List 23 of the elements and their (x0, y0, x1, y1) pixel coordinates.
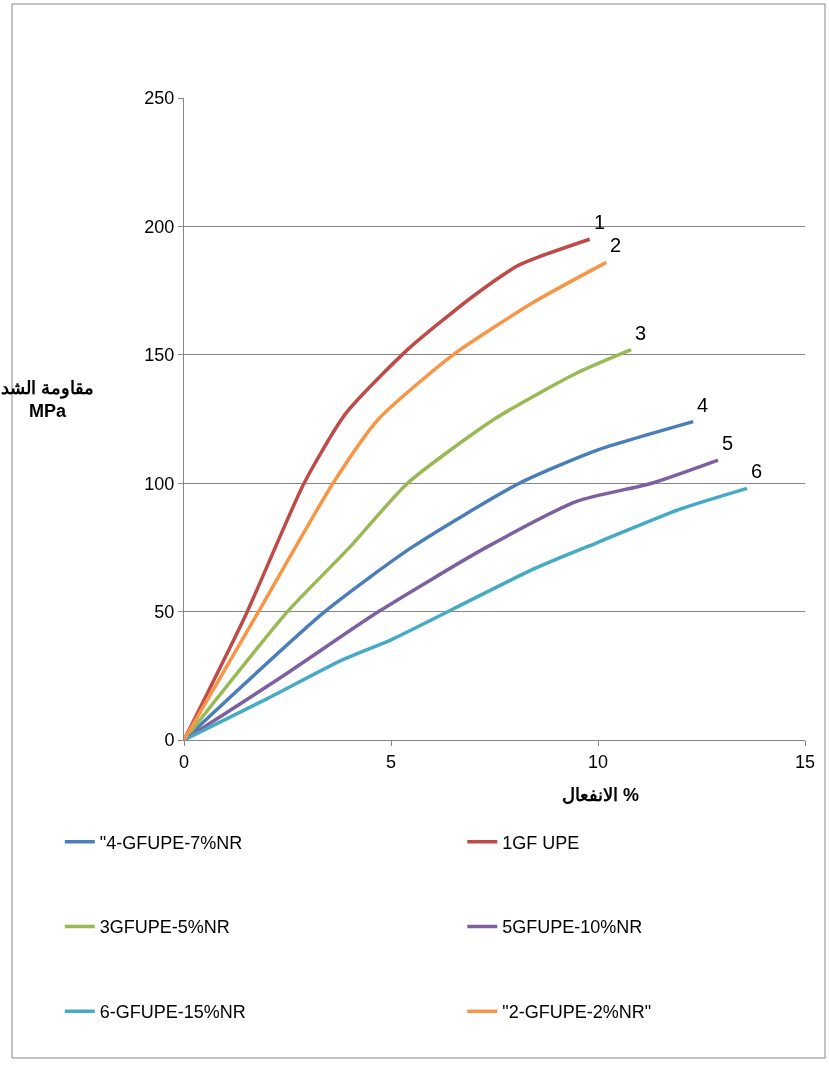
legend-label: 5GFUPE-10%NR (502, 917, 643, 938)
y-tick-label: 150 (144, 345, 175, 366)
x-axis-title: الانفعال % (562, 785, 640, 805)
annotation: 4 (697, 394, 709, 416)
legend-label: "2-GFUPE-2%NR" (502, 1002, 652, 1023)
legend-label: 6-GFUPE-15%NR (99, 1002, 246, 1023)
annotation: 6 (751, 460, 763, 482)
legend-label: "4-GFUPE-7%NR (99, 832, 243, 853)
legend-label: 3GFUPE-5%NR (99, 917, 230, 938)
x-tick-label: 0 (178, 751, 190, 772)
annotation: 3 (635, 322, 647, 344)
annotation: 5 (722, 432, 734, 454)
x-tick-label: 15 (794, 751, 816, 772)
annotation: 1 (594, 211, 606, 233)
y-tick-label: 50 (154, 601, 175, 622)
x-tick-label: 5 (385, 751, 397, 772)
x-tick-label: 10 (587, 751, 609, 772)
y-tick-label: 0 (164, 730, 175, 751)
y-tick-label: 200 (144, 216, 175, 237)
y-tick-label: 250 (144, 88, 175, 109)
annotation: 2 (610, 234, 622, 256)
legend-label: 1GF UPE (502, 832, 580, 853)
y-tick-label: 100 (144, 473, 175, 494)
